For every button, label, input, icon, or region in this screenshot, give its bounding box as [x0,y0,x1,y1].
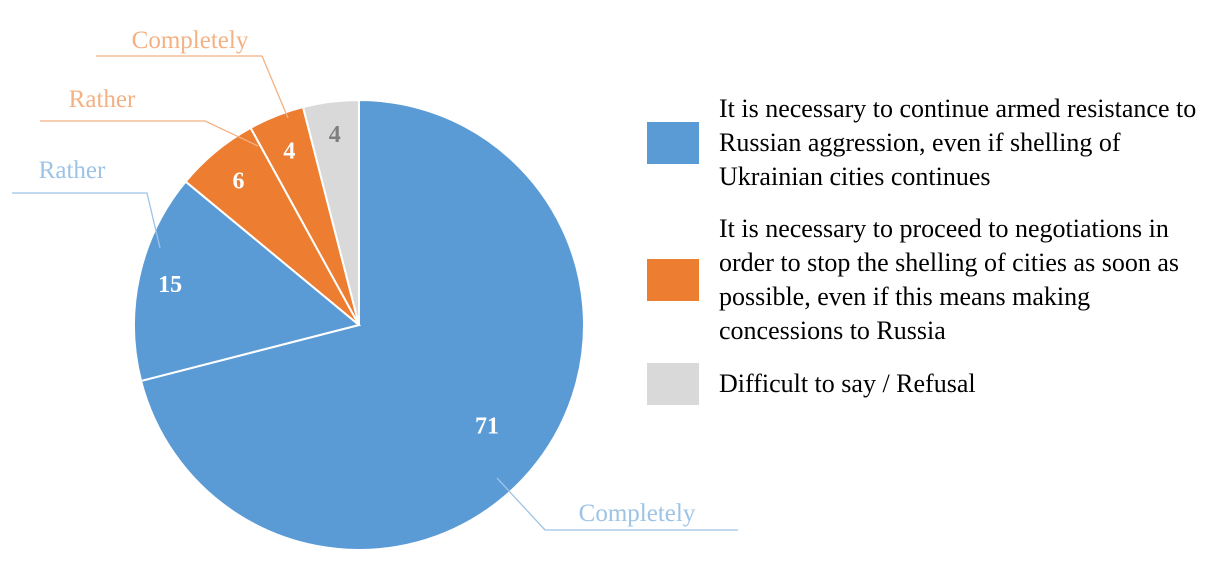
slice-value-label-2: 6 [233,168,245,194]
legend-swatch-difficult [647,363,699,405]
legend-swatch-continue [647,122,699,164]
pie-slice-continue-1 [133,180,362,383]
pie-slice-continue-0 [139,98,585,551]
legend-swatch-negotiate [647,259,699,301]
slice-labels: 71 Completely 15 Rather 6 Rather 4 Completely 4 [39,27,696,527]
slice-value-label-0: 71 [475,413,499,439]
legend-item-difficult: Difficult to say / Refusal [647,363,1207,405]
callout-lines [12,55,738,531]
callout-line-2 [40,120,259,147]
slice-value-label-1: 15 [158,272,182,298]
legend: It is necessary to continue armed resist… [647,90,1207,426]
slice-value-label-4: 4 [329,122,341,148]
legend-label-difficult: Difficult to say / Refusal [719,369,976,398]
callout-line-3 [96,55,289,119]
callout-label-3: Completely [132,27,249,54]
legend-item-negotiate: It is necessary to proceed to negotiatio… [647,214,1207,345]
callout-label-0: Completely [579,500,696,527]
callout-label-1: Rather [39,157,106,184]
callout-label-2: Rather [69,86,136,113]
pie-slices [133,98,585,551]
callout-line-0 [496,477,738,531]
callout-line-1 [12,192,161,249]
legend-label-continue: It is necessary to continue armed resist… [719,94,1197,191]
legend-item-continue: It is necessary to continue armed resist… [647,90,1207,196]
legend-label-negotiate: It is necessary to proceed to negotiatio… [719,214,1179,345]
pie-slice-difficult-4 [301,98,360,326]
slice-value-label-3: 4 [283,138,295,164]
